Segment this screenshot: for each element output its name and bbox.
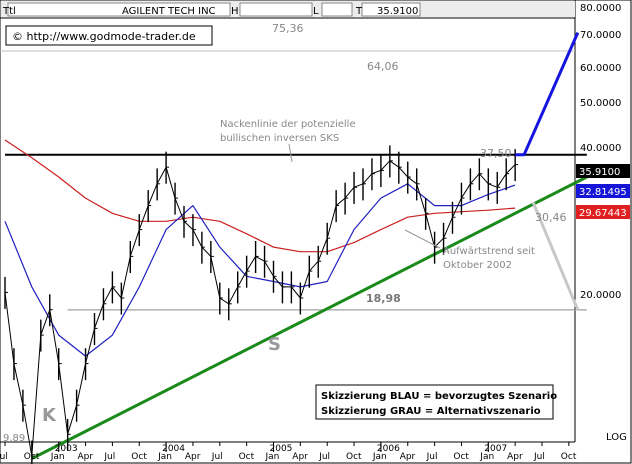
x-month-label: Jul	[426, 452, 438, 462]
instrument-name: AGILENT TECH INC	[122, 6, 216, 17]
log-scale-label: LOG	[606, 432, 627, 443]
high-field[interactable]	[239, 2, 313, 17]
y-tick-20: 20.0000	[580, 290, 621, 301]
x-year-label: 2005	[270, 444, 293, 454]
price-badge-sma-long: 29.67443	[576, 205, 630, 219]
header-bar: Ttl AGILENT TECH INC H L T 35.9100	[1, 1, 575, 17]
x-month-label: Oct	[561, 452, 577, 462]
scenario-legend-frame	[315, 384, 554, 420]
ticker-label: Ttl	[2, 6, 16, 17]
x-year-label: 2006	[377, 444, 400, 454]
pattern-label-k: K	[42, 405, 57, 426]
copyright-frame	[5, 25, 213, 46]
last-field[interactable]	[361, 2, 421, 17]
sma-short-line	[4, 183, 516, 357]
x-month-label: Apr	[400, 452, 416, 462]
pattern-label-s: S	[268, 334, 281, 355]
x-month-label: Jan	[157, 452, 172, 462]
level-label-3046: 30,46	[535, 211, 567, 224]
x-year-label: 2003	[55, 444, 78, 454]
y-tick-60: 60.0000	[580, 63, 621, 74]
neckline-annotation-line1: Nackenlinie der potenzielle	[220, 119, 356, 130]
x-year-label: 2004	[162, 444, 185, 454]
x-month-label: Jul	[0, 452, 8, 462]
x-month-label: Oct	[239, 452, 255, 462]
price-badge-sma-long-bg	[576, 205, 630, 219]
price-badge-last: 35.9100	[576, 164, 630, 178]
sma-long-line	[4, 139, 516, 253]
legend-grau-text: Skizzierung GRAU = Alternativszenario	[321, 406, 541, 417]
x-month-label: Apr	[185, 452, 201, 462]
price-badge-sma-short-bg	[576, 184, 630, 198]
x-month-label: Jul	[533, 452, 545, 462]
scenario-legend: Skizzierung BLAU = bevorzugtes Szenario …	[315, 384, 557, 420]
copyright-box: © http://www.godmode-trader.de	[5, 25, 213, 46]
price-badge-sma-short: 32.81495	[576, 184, 630, 198]
x-month-label: Apr	[507, 452, 523, 462]
level-label-1898: 18,98	[366, 292, 401, 305]
level-label-989: 9,89	[3, 433, 25, 444]
x-month-label: Apr	[292, 452, 308, 462]
uptrend-annotation-line1: Aufwärtstrend seit	[443, 246, 535, 257]
y-tick-40: 40.0000	[580, 143, 621, 154]
price-badge-last-bg	[576, 164, 630, 178]
y-tick-50: 50.0000	[580, 98, 621, 109]
x-month-label: Jan	[372, 452, 387, 462]
last-value: 35.9100	[377, 6, 418, 17]
x-month-label: Jul	[103, 452, 115, 462]
legend-blue-text: Skizzierung BLAU = bevorzugtes Szenario	[321, 391, 557, 402]
level-label-7536: 75,36	[272, 22, 304, 35]
price-badge-sma-short-text: 32.81495	[579, 187, 627, 198]
x-month-label: Apr	[78, 452, 94, 462]
uptrend-line	[31, 175, 588, 460]
neckline-annotation-pointer	[288, 143, 293, 163]
uptrend-annotation-pointer	[404, 229, 441, 249]
price-line	[4, 160, 516, 457]
x-month-label: Oct	[131, 452, 147, 462]
x-month-label: Oct	[346, 452, 362, 462]
axis-layer: Jul Oct Jan Apr Jul Oct Jan Apr Jul Oct Jan Apr Jul O…	[0, 442, 577, 462]
level-label-3750: 37,50	[480, 147, 512, 160]
scenario-blue-path	[515, 31, 580, 157]
neckline-annotation-line2: bullischen inversen SKS	[220, 133, 339, 144]
plot-layer	[4, 31, 588, 464]
copyright-text: © http://www.godmode-trader.de	[12, 30, 196, 43]
x-month-label: Jan	[265, 452, 280, 462]
y-tick-70: 70.0000	[580, 30, 621, 41]
price-badge-sma-long-text: 29.67443	[579, 208, 627, 219]
x-year-label: 2007	[484, 444, 507, 454]
low-label: L	[313, 6, 319, 17]
price-badge-last-text: 35.9100	[579, 167, 620, 178]
x-month-label: Oct	[24, 452, 40, 462]
x-month-label: Jul	[318, 452, 330, 462]
x-month-label: Jan	[479, 452, 494, 462]
x-month-label: Jan	[50, 452, 65, 462]
last-label: T	[355, 6, 363, 17]
uptrend-annotation-line2: Oktober 2002	[443, 260, 512, 271]
level-label-6406: 64,06	[367, 60, 399, 73]
x-month-label: Oct	[453, 452, 469, 462]
low-field[interactable]	[321, 2, 353, 17]
name-field[interactable]	[7, 2, 231, 17]
scenario-grau-path	[531, 201, 580, 311]
y-tick-80: 80.0000	[580, 3, 621, 14]
x-month-label: Jul	[211, 452, 223, 462]
high-label: H	[231, 6, 239, 17]
